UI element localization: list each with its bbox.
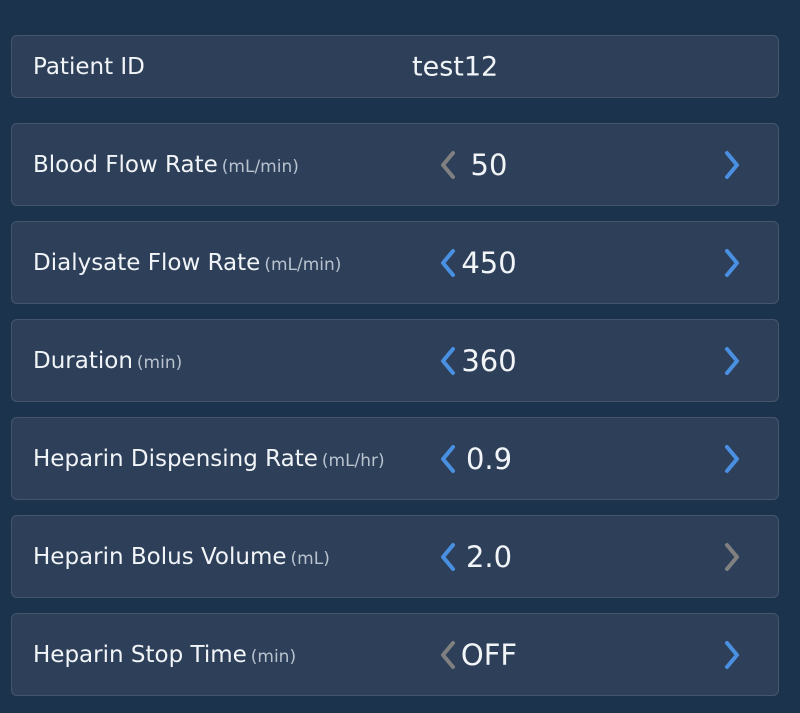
setting-unit: (mL) xyxy=(290,548,330,569)
setting-label: Duration (min) xyxy=(33,348,182,374)
increase-chevron-right-icon[interactable] xyxy=(717,243,747,283)
setting-value: OFF xyxy=(460,637,518,672)
setting-name: Duration xyxy=(33,347,133,374)
setting-label: Dialysate Flow Rate (mL/min) xyxy=(33,250,341,276)
patient-id-value: test12 xyxy=(412,51,499,82)
setting-name: Dialysate Flow Rate xyxy=(33,249,261,276)
setting-value: 450 xyxy=(461,245,517,280)
patient-id-label: Patient ID xyxy=(33,53,145,80)
setting-unit: (mL/hr) xyxy=(321,450,385,471)
increase-chevron-right-icon[interactable] xyxy=(717,341,747,381)
setting-row-heparin-stop-time: Heparin Stop Time (min) OFF xyxy=(11,613,779,696)
decrease-chevron-left-icon[interactable] xyxy=(433,439,463,479)
decrease-chevron-left-icon[interactable] xyxy=(433,537,463,577)
setting-value: 50 xyxy=(470,147,508,182)
setting-label: Heparin Stop Time (min) xyxy=(33,642,296,668)
increase-chevron-right-icon[interactable] xyxy=(717,145,747,185)
setting-unit: (mL/min) xyxy=(264,254,342,275)
decrease-chevron-left-icon[interactable] xyxy=(433,145,463,185)
setting-row-dialysate-flow-rate: Dialysate Flow Rate (mL/min) 450 xyxy=(11,221,779,304)
patient-id-card: Patient ID test12 xyxy=(11,35,779,98)
setting-unit: (min) xyxy=(136,352,183,373)
setting-value: 0.9 xyxy=(465,441,513,476)
setting-value: 2.0 xyxy=(465,539,513,574)
setting-row-heparin-bolus-volume: Heparin Bolus Volume (mL) 2.0 xyxy=(11,515,779,598)
setting-label: Heparin Bolus Volume (mL) xyxy=(33,544,330,570)
setting-label: Blood Flow Rate (mL/min) xyxy=(33,152,299,178)
setting-name: Blood Flow Rate xyxy=(33,151,218,178)
decrease-chevron-left-icon[interactable] xyxy=(433,635,463,675)
increase-chevron-right-icon[interactable] xyxy=(717,537,747,577)
setting-row-blood-flow-rate: Blood Flow Rate (mL/min) 50 xyxy=(11,123,779,206)
setting-name: Heparin Stop Time xyxy=(33,641,247,668)
setting-label: Heparin Dispensing Rate (mL/hr) xyxy=(33,446,385,472)
increase-chevron-right-icon[interactable] xyxy=(717,635,747,675)
setting-row-heparin-dispensing-rate: Heparin Dispensing Rate (mL/hr) 0.9 xyxy=(11,417,779,500)
setting-unit: (mL/min) xyxy=(221,156,299,177)
setting-unit: (min) xyxy=(250,646,297,667)
decrease-chevron-left-icon[interactable] xyxy=(433,243,463,283)
decrease-chevron-left-icon[interactable] xyxy=(433,341,463,381)
setting-value: 360 xyxy=(461,343,517,378)
setting-name: Heparin Bolus Volume xyxy=(33,543,287,570)
setting-row-duration: Duration (min) 360 xyxy=(11,319,779,402)
increase-chevron-right-icon[interactable] xyxy=(717,439,747,479)
setting-name: Heparin Dispensing Rate xyxy=(33,445,318,472)
